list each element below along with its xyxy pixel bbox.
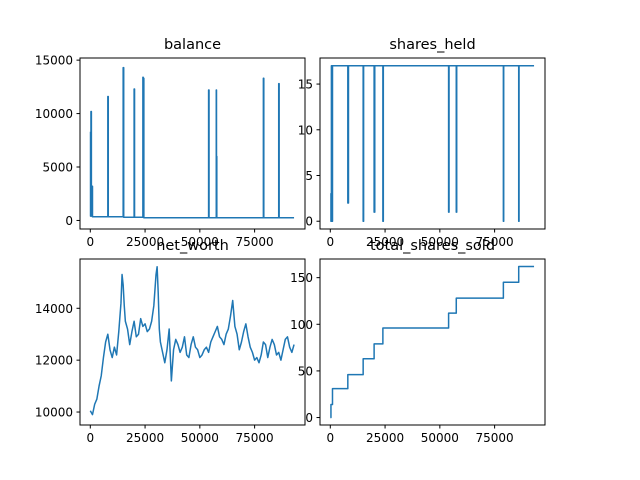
x-tick-label-total_shares_sold: 0 — [326, 431, 334, 445]
y-tick-label-balance: 15000 — [35, 54, 73, 68]
x-tick-label-shares_held: 75000 — [476, 235, 514, 249]
y-tick-label-total_shares_sold: 0 — [305, 411, 313, 425]
x-tick-label-shares_held: 25000 — [366, 235, 404, 249]
series-line-net_worth — [89, 266, 295, 416]
x-tick-label-net_worth: 75000 — [236, 431, 274, 445]
axes-frame-total_shares_sold — [319, 258, 546, 426]
x-tick-label-balance: 50000 — [181, 235, 219, 249]
x-tick-label-net_worth: 25000 — [126, 431, 164, 445]
x-tick-label-shares_held: 50000 — [421, 235, 459, 249]
x-tick-label-balance: 25000 — [126, 235, 164, 249]
panel-balance: 0 25000 50000 75000 0 5000 10000 15000 balance — [35, 37, 306, 249]
x-tick-label-net_worth: 0 — [86, 431, 94, 445]
series-line-balance — [89, 66, 295, 219]
series-line-total_shares_sold — [330, 265, 535, 419]
axes-frame-shares_held — [319, 57, 546, 230]
y-tick-label-total_shares_sold: 100 — [290, 318, 313, 332]
x-tick-label-balance: 75000 — [236, 235, 274, 249]
y-tick-label-shares_held: 15 — [298, 78, 313, 92]
series-line-shares_held — [330, 65, 535, 222]
panel-title-total_shares_sold: total_shares_sold — [370, 238, 495, 254]
y-tick-label-balance: 5000 — [42, 161, 73, 175]
y-tick-label-balance: 0 — [65, 214, 73, 228]
x-tick-label-total_shares_sold: 25000 — [366, 431, 404, 445]
y-tick-label-balance: 10000 — [35, 107, 73, 121]
x-tick-label-total_shares_sold: 75000 — [476, 431, 514, 445]
panel-title-balance: balance — [164, 37, 221, 53]
y-tick-label-total_shares_sold: 50 — [298, 364, 313, 378]
axes-frame-balance — [79, 57, 306, 230]
panel-total_shares_sold: 0 25000 50000 75000 0 50 100 150 total_shares_so… — [290, 238, 546, 445]
y-tick-label-shares_held: 10 — [298, 123, 313, 137]
x-tick-label-balance: 0 — [86, 235, 94, 249]
x-tick-label-shares_held: 0 — [326, 235, 334, 249]
x-tick-label-net_worth: 50000 — [181, 431, 219, 445]
panel-shares_held: 0 25000 50000 75000 0 5 10 15 shares_held — [298, 37, 546, 249]
panel-title-shares_held: shares_held — [389, 37, 475, 53]
axes-frame-net_worth — [79, 258, 306, 426]
y-tick-label-shares_held: 5 — [305, 169, 313, 183]
panel-title-net_worth: net_worth — [156, 238, 229, 254]
y-tick-label-net_worth: 10000 — [35, 406, 73, 420]
y-tick-label-net_worth: 14000 — [35, 302, 73, 316]
y-tick-label-total_shares_sold: 150 — [290, 271, 313, 285]
panel-net_worth: 0 25000 50000 75000 10000 12000 14000 net_worth — [35, 238, 306, 445]
y-tick-label-net_worth: 12000 — [35, 354, 73, 368]
x-tick-label-total_shares_sold: 50000 — [421, 431, 459, 445]
y-tick-label-shares_held: 0 — [305, 215, 313, 229]
